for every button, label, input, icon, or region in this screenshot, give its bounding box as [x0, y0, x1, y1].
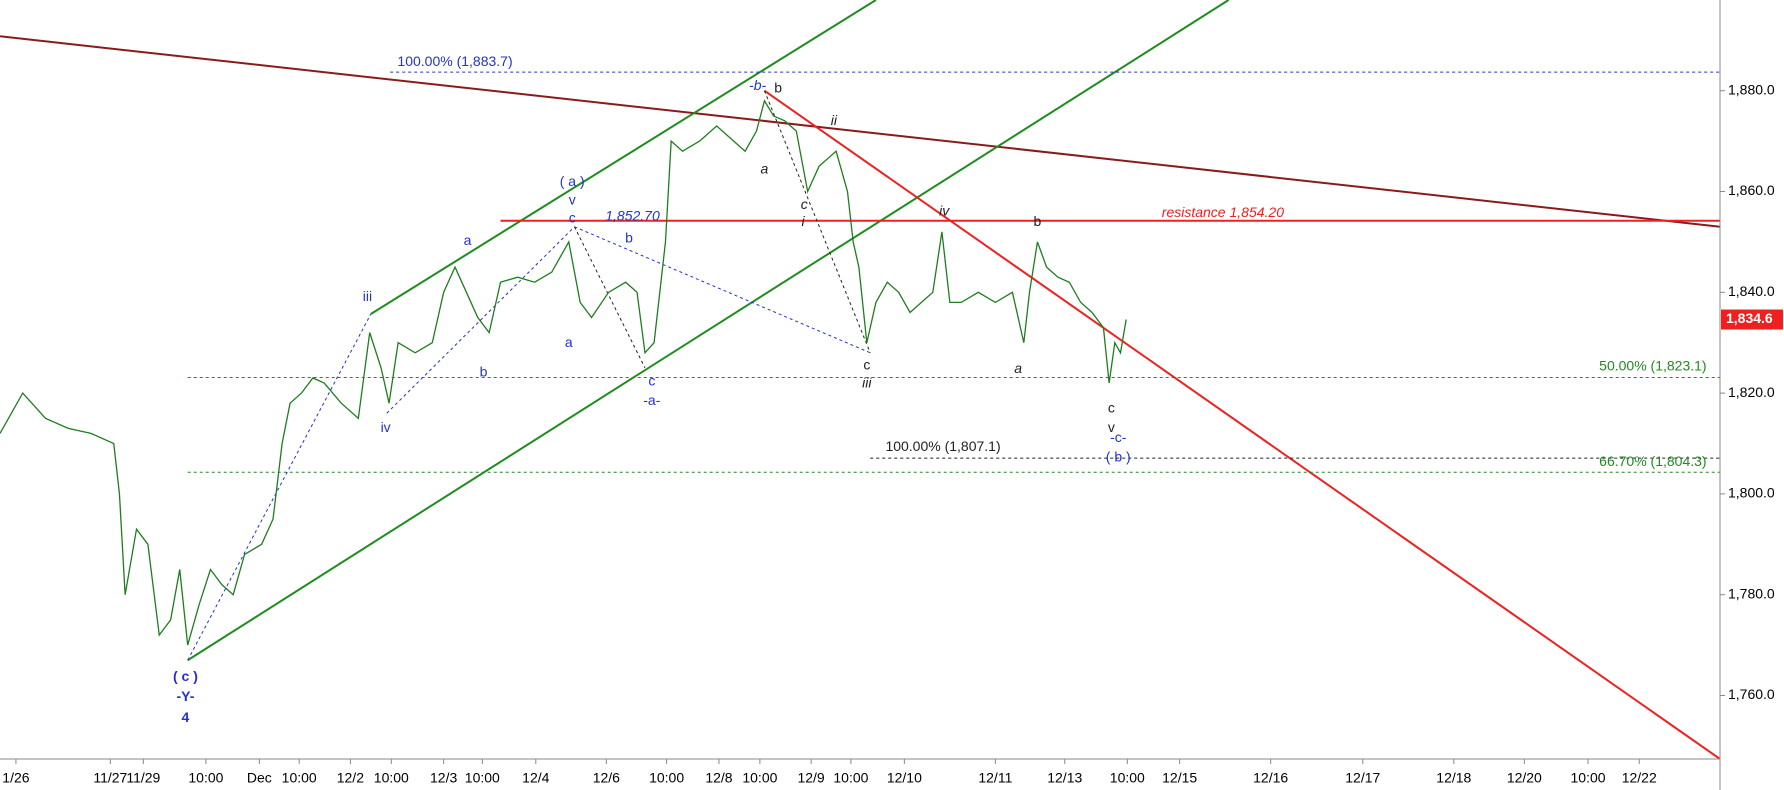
annotation: iv: [381, 419, 391, 435]
x-tick-label: 12/10: [887, 770, 922, 786]
y-tick-label: 1,800.0: [1728, 485, 1775, 501]
x-tick-label: 12/13: [1047, 770, 1082, 786]
x-tick-label: 12/15: [1162, 770, 1197, 786]
trendline: [763, 90, 871, 353]
annotation: c: [801, 196, 808, 212]
annotation: 50.00% (1,823.1): [1599, 358, 1706, 374]
trendline: [574, 226, 646, 369]
trendline: [370, 0, 877, 315]
annotation: b: [480, 364, 488, 380]
x-tick-label: 12/11: [978, 770, 1012, 786]
annotation: i: [802, 213, 806, 229]
x-tick-label: 12/16: [1253, 770, 1288, 786]
x-tick-label: 11/29: [126, 770, 160, 786]
y-tick-label: 1,840.0: [1728, 283, 1775, 299]
annotation: ii: [831, 112, 838, 128]
annotation: 100.00% (1,807.1): [885, 438, 1000, 454]
x-tick-label: 10:00: [374, 770, 409, 786]
x-tick-label: 12/8: [705, 770, 732, 786]
x-tick-label: 10:00: [649, 770, 684, 786]
x-tick-label: 12/6: [593, 770, 620, 786]
trendline: [763, 89, 1720, 759]
y-tick-label: 1,760.0: [1728, 686, 1775, 702]
annotation: b: [1034, 213, 1042, 229]
x-tick-label: Dec: [247, 770, 272, 786]
annotation: 100.00% (1,883.7): [397, 53, 512, 69]
annotation: ( b ): [1106, 448, 1131, 464]
annotation: iv: [939, 202, 950, 218]
trendline: [0, 35, 1720, 228]
annotation: a: [1014, 360, 1022, 376]
annotation: b: [774, 79, 782, 95]
annotation: ( a ): [560, 173, 585, 189]
annotation: a: [464, 232, 472, 248]
annotation: c: [863, 357, 870, 373]
annotation: iii: [363, 288, 372, 304]
price-line: [0, 99, 1127, 646]
trendline: [574, 226, 871, 354]
x-tick-label: 10:00: [282, 770, 317, 786]
annotation: resistance 1,854.20: [1162, 204, 1284, 220]
annotation: c: [1108, 399, 1115, 415]
x-tick-label: 12/4: [522, 770, 549, 786]
x-tick-label: 10:00: [1571, 770, 1606, 786]
x-tick-label: 12/17: [1345, 770, 1380, 786]
annotation: b: [625, 230, 633, 246]
annotation: -a-: [643, 392, 660, 408]
x-tick-label: 10:00: [188, 770, 223, 786]
annotation: 1,852.70: [605, 207, 660, 223]
x-tick-label: 12/2: [337, 770, 364, 786]
trendline: [187, 313, 372, 661]
x-tick-label: 11/27: [93, 770, 127, 786]
x-tick-label: 10:00: [1110, 770, 1145, 786]
x-tick-label: 12/9: [797, 770, 824, 786]
y-tick-label: 1,860.0: [1728, 182, 1775, 198]
annotation: 4: [182, 709, 190, 725]
annotation: v: [1108, 419, 1115, 435]
annotation: c: [569, 209, 576, 225]
annotation: ( c ): [173, 668, 198, 684]
x-tick-label: 10:00: [465, 770, 500, 786]
x-tick-label: 1/26: [2, 770, 29, 786]
x-tick-label: 12/3: [430, 770, 457, 786]
y-tick-label: 1,880.0: [1728, 81, 1775, 97]
trendline: [187, 0, 1230, 662]
annotation: 66.70% (1,804.3): [1599, 453, 1706, 469]
x-tick-label: 12/22: [1622, 770, 1657, 786]
price-tag-label: 1,834.6: [1726, 310, 1773, 326]
y-tick-label: 1,780.0: [1728, 585, 1775, 601]
annotation: c: [648, 373, 655, 389]
annotation: v: [569, 191, 576, 207]
annotation: -c-: [1110, 429, 1127, 445]
annotation: a: [761, 161, 769, 177]
annotation: -b-: [749, 77, 766, 93]
x-tick-label: 12/20: [1507, 770, 1542, 786]
trendline: [386, 226, 575, 414]
annotation: a: [565, 334, 573, 350]
x-tick-label: 12/18: [1436, 770, 1471, 786]
annotation: -Y-: [176, 688, 194, 704]
annotation: iii: [862, 375, 872, 391]
x-tick-label: 10:00: [833, 770, 868, 786]
plot-area: [0, 0, 1720, 759]
y-tick-label: 1,820.0: [1728, 384, 1775, 400]
x-tick-label: 10:00: [742, 770, 777, 786]
price-tag: [1721, 309, 1783, 330]
